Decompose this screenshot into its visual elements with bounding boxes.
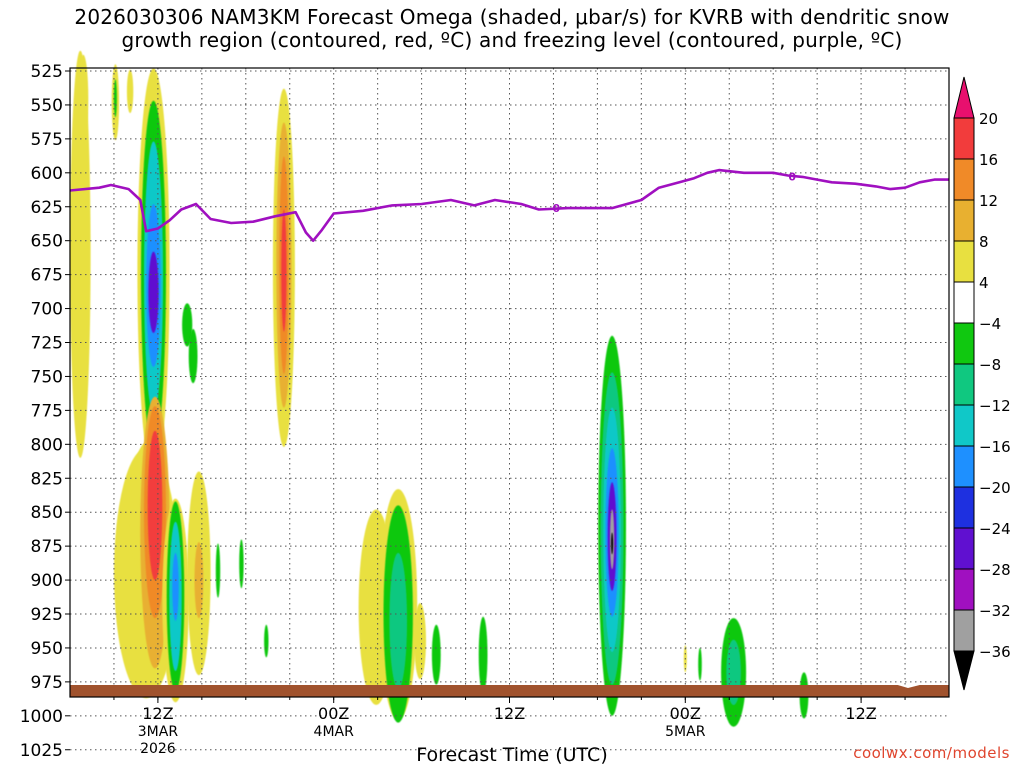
colorbar-segment xyxy=(953,404,975,447)
chart-title-line-2: growth region (contoured, red, ºC) and f… xyxy=(121,28,903,52)
freezing-level-line xyxy=(69,168,949,242)
x-tick-label: 4MAR xyxy=(314,724,355,740)
x-tick-label: 12Z xyxy=(845,704,876,723)
omega-shade-region xyxy=(147,430,163,581)
omega-shade-region xyxy=(239,539,244,589)
colorbar-label: −20 xyxy=(979,479,1011,497)
colorbar-segment xyxy=(953,609,975,652)
colorbar-label: −24 xyxy=(979,520,1011,538)
y-tick-label: 875 xyxy=(31,537,63,557)
colorbar-segment xyxy=(953,650,975,691)
chart-title: 2026030306 NAM3KM Forecast Omega (shaded… xyxy=(0,6,1024,52)
colorbar-segment xyxy=(953,568,975,611)
colorbar-label: −8 xyxy=(979,356,1001,374)
colorbar-label: −12 xyxy=(979,397,1011,415)
freezing-level-label: 0 xyxy=(553,202,561,215)
colorbar-segment xyxy=(953,158,975,201)
y-tick-label: 575 xyxy=(31,130,63,150)
omega-shade-region xyxy=(215,543,221,598)
colorbar-label: 12 xyxy=(979,192,998,210)
colorbar-label: −36 xyxy=(979,643,1011,661)
y-tick-label: 675 xyxy=(31,266,63,286)
colorbar-label: 8 xyxy=(979,233,989,251)
x-axis-label: Forecast Time (UTC) xyxy=(416,744,608,766)
chart-title-line-1: 2026030306 NAM3KM Forecast Omega (shaded… xyxy=(74,5,950,29)
x-tick-label: 12Z xyxy=(142,704,173,723)
omega-shade-region xyxy=(431,624,441,685)
y-tick-label: 525 xyxy=(31,62,63,82)
x-tick-label: 00Z xyxy=(670,704,701,723)
y-tick-label: 900 xyxy=(31,571,63,591)
y-tick-label: 600 xyxy=(31,164,63,184)
omega-shade-region xyxy=(611,532,614,555)
omega-shade-region xyxy=(414,603,426,680)
y-tick-label: 950 xyxy=(31,639,63,659)
omega-shade-region xyxy=(281,209,287,332)
omega-shade-region xyxy=(113,79,117,118)
colorbar-label: 16 xyxy=(979,151,998,169)
colorbar-label: −4 xyxy=(979,315,1001,333)
y-tick-label: 700 xyxy=(31,300,63,320)
y-tick-label: 650 xyxy=(31,232,63,252)
x-tick-label: 00Z xyxy=(318,704,349,723)
colorbar-segment xyxy=(953,527,975,570)
colorbar-label: 4 xyxy=(979,274,989,292)
omega-shade-region xyxy=(188,329,198,384)
colorbar-segment xyxy=(953,486,975,529)
colorbar-segment xyxy=(953,445,975,488)
y-tick-label: 725 xyxy=(31,334,63,354)
colorbar-label: −16 xyxy=(979,438,1011,456)
y-tick-label: 775 xyxy=(31,401,63,421)
x-tick-label: 3MAR xyxy=(138,724,179,740)
omega-shade-region xyxy=(182,303,193,347)
omega-shade-region xyxy=(264,624,269,658)
y-tick-label: 1025 xyxy=(20,741,63,761)
y-tick-label: 850 xyxy=(31,503,63,523)
freezing-level-label: 0 xyxy=(788,171,796,184)
colorbar-segment xyxy=(953,240,975,283)
x-tick-label: 5MAR xyxy=(665,724,706,740)
y-tick-label: 825 xyxy=(31,469,63,489)
y-tick-label: 800 xyxy=(31,435,63,455)
colorbar-segment xyxy=(953,199,975,242)
colorbar-segment xyxy=(953,363,975,406)
omega-shade-region xyxy=(78,54,89,142)
omega-shade-region xyxy=(172,553,179,621)
colorbar-label: −32 xyxy=(979,602,1011,620)
y-tick-label: 550 xyxy=(31,96,63,116)
omega-shade-region xyxy=(70,50,91,458)
credit-text: coolwx.com/models xyxy=(853,744,1010,762)
colorbar-segment xyxy=(953,322,975,365)
x-tick-label: 2026 xyxy=(140,741,176,757)
x-tick-label: 12Z xyxy=(494,704,525,723)
colorbar-segment xyxy=(953,117,975,160)
colorbar-segment xyxy=(953,76,975,119)
omega-shade-region xyxy=(148,251,159,333)
ground-surface xyxy=(70,685,949,697)
y-tick-label: 1000 xyxy=(20,707,63,727)
y-tick-label: 750 xyxy=(31,367,63,387)
colorbar-label: −28 xyxy=(979,561,1011,579)
omega-shade-region xyxy=(389,552,408,689)
omega-shade-region xyxy=(126,69,134,114)
omega-shade-region xyxy=(194,542,204,619)
omega-shade-region xyxy=(698,647,702,681)
y-tick-label: 975 xyxy=(31,673,63,693)
colorbar-label: 20 xyxy=(979,110,998,128)
colorbar-segment xyxy=(953,281,975,324)
omega-shade-region xyxy=(478,616,488,693)
y-tick-label: 625 xyxy=(31,198,63,218)
y-tick-label: 925 xyxy=(31,605,63,625)
